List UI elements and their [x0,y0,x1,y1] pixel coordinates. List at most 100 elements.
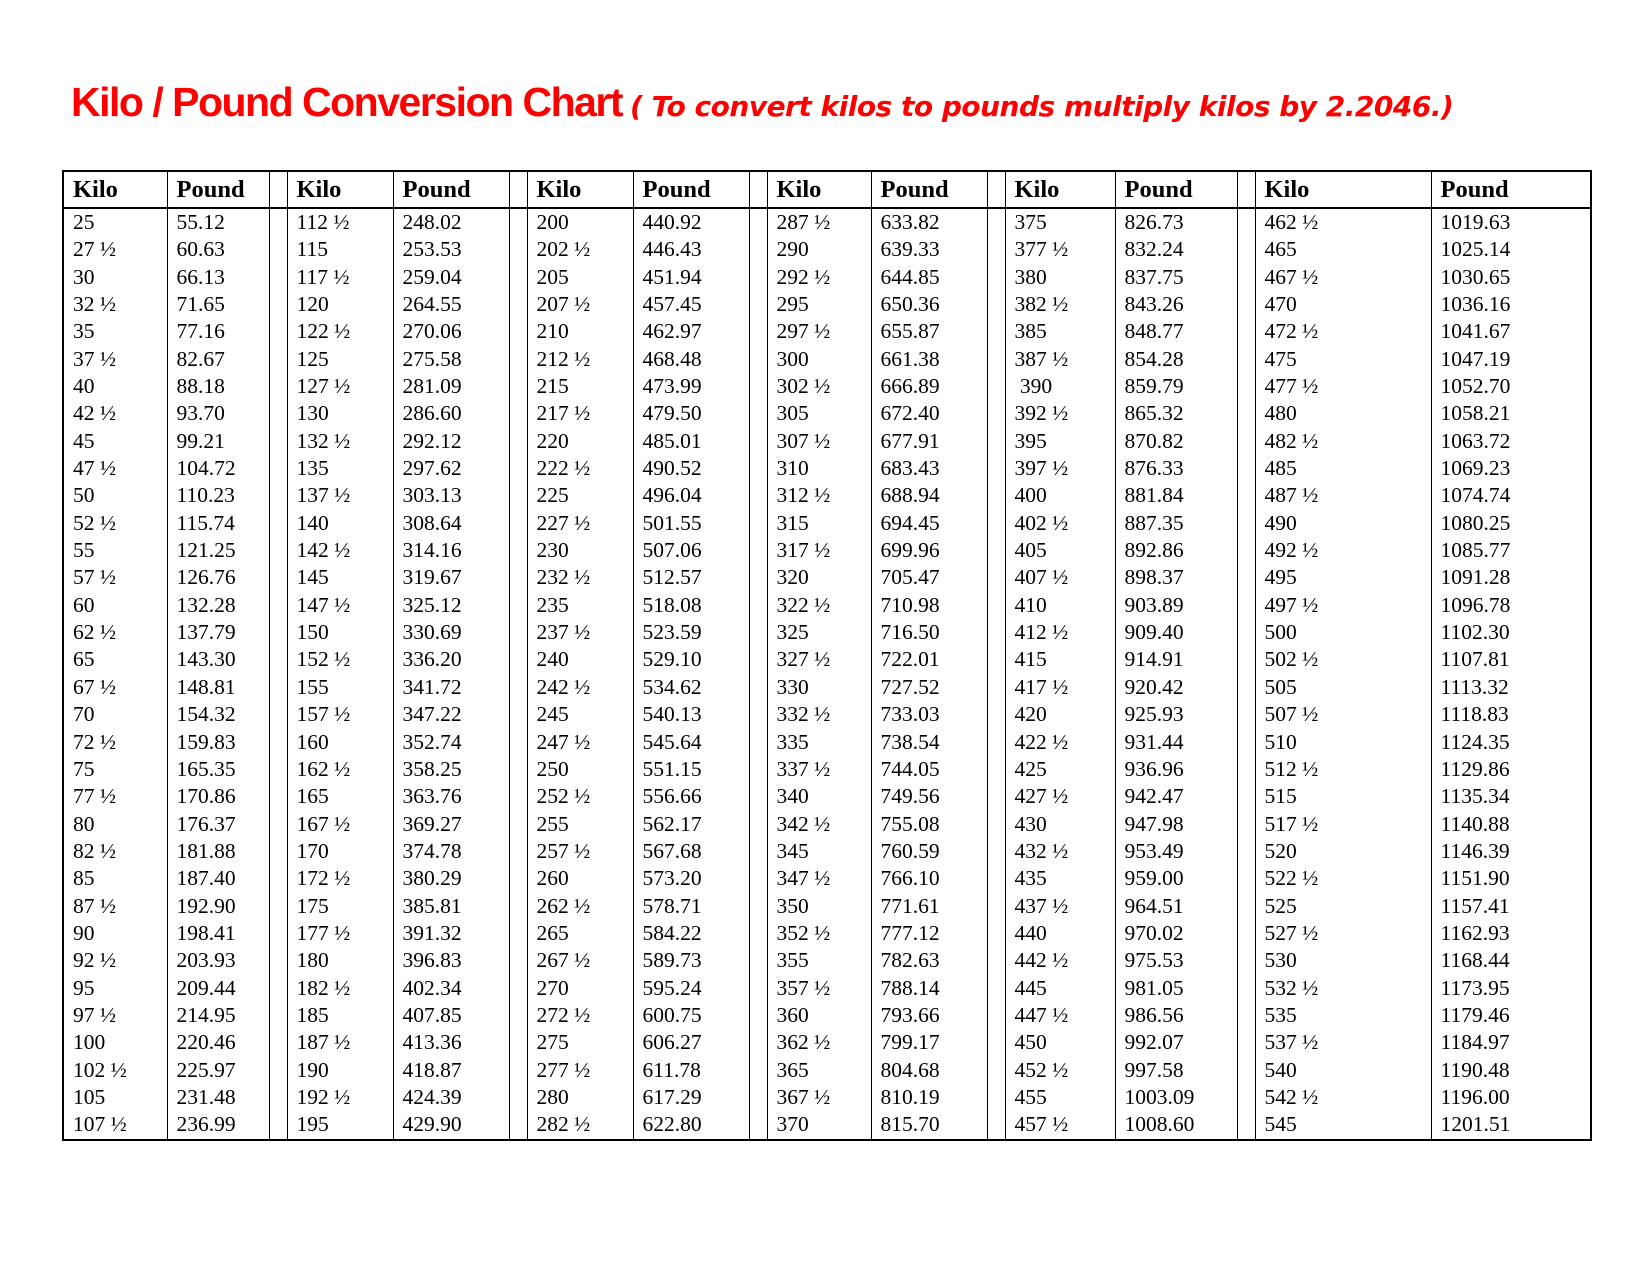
kilo-cell: 367 ½ [766,1083,872,1112]
pound-cell: 931.44 [1114,728,1238,756]
kilo-cell: 192 ½ [286,1083,394,1112]
kilo-cell: 142 ½ [286,537,394,565]
separator-cell [268,509,288,538]
pound-cell: 744.05 [870,755,988,784]
separator-cell [986,619,1006,647]
kilo-cell: 295 [766,290,872,319]
kilo-cell: 347 ½ [766,865,872,893]
kilo-cell: 147 ½ [286,591,394,620]
kilo-cell: 240 [526,646,634,674]
pound-cell: 121.25 [166,537,270,565]
separator-cell [748,783,768,811]
pound-cell: 688.94 [870,482,988,510]
pound-cell: 203.93 [166,947,270,975]
kilo-cell: 407 ½ [1004,564,1116,592]
kilo-cell: 75 [62,755,168,784]
separator-cell [986,974,1006,1002]
kilo-cell: 105 [62,1083,168,1112]
pound-cell: 1157.41 [1430,892,1592,920]
kilo-cell: 300 [766,345,872,374]
kilo-cell: 397 ½ [1004,455,1116,483]
pound-cell: 468.48 [632,345,750,374]
pound-cell: 225.97 [166,1056,270,1084]
separator-cell [268,482,288,510]
pound-cell: 369.27 [392,810,510,838]
kilo-cell: 400 [1004,482,1116,510]
table-row: 77 ½ 170.86 165 363.76 252 ½ 556.66 340 749.56 4… [62,783,1592,811]
separator-cell [748,865,768,893]
separator-cell [1236,455,1256,483]
pound-cell: 490.52 [632,455,750,483]
kilo-cell: 307 ½ [766,427,872,456]
kilo-cell: 267 ½ [526,947,634,975]
kilo-cell: 137 ½ [286,482,394,510]
pound-cell: 611.78 [632,1056,750,1084]
pound-cell: 970.02 [1114,919,1238,948]
kilo-cell: 37 ½ [62,345,168,374]
kilo-cell: 175 [286,892,394,920]
pound-cell: 589.73 [632,947,750,975]
pound-cell: 1151.90 [1430,865,1592,893]
pound-cell: 755.08 [870,810,988,838]
separator-cell [268,1083,288,1112]
pound-cell: 870.82 [1114,427,1238,456]
pound-cell: 733.03 [870,701,988,729]
kilo-cell: 85 [62,865,168,893]
kilo-cell: 545 [1254,1111,1432,1140]
kilo-cell: 65 [62,646,168,674]
kilo-cell: 172 ½ [286,865,394,893]
separator-cell [508,290,528,319]
pound-cell: 892.86 [1114,537,1238,565]
kilo-cell: 280 [526,1083,634,1112]
separator-cell [508,564,528,592]
pound-cell: 655.87 [870,318,988,346]
separator-cell [748,509,768,538]
header-kilo-cell: Kilo [766,171,872,209]
pound-cell: 1019.63 [1430,208,1592,237]
kilo-cell: 502 ½ [1254,646,1432,674]
kilo-cell: 167 ½ [286,810,394,838]
kilo-cell: 177 ½ [286,919,394,948]
table-row: 85 187.40 172 ½ 380.29 260 573.20 347 ½ 766.10 4… [62,865,1592,893]
pound-cell: 451.94 [632,263,750,291]
pound-cell: 1036.16 [1430,290,1592,319]
separator-cell [1236,783,1256,811]
kilo-cell: 542 ½ [1254,1083,1432,1112]
kilo-cell: 145 [286,564,394,592]
separator-cell [508,619,528,647]
table-row: 102 ½ 225.97 190 418.87 277 ½ 611.78 365 804.68… [62,1056,1592,1084]
kilo-cell: 430 [1004,810,1116,838]
pound-cell: 507.06 [632,537,750,565]
separator-cell [1236,892,1256,920]
table-row: 40 88.18 127 ½ 281.09 215 473.99 302 ½ 666.89 3… [62,373,1592,401]
kilo-cell: 180 [286,947,394,975]
separator-cell [508,482,528,510]
separator-cell [748,646,768,674]
separator-cell [748,591,768,620]
kilo-cell: 120 [286,290,394,319]
table-row: 100 220.46 187 ½ 413.36 275 606.27 362 ½ 799.17… [62,1029,1592,1057]
pound-cell: 887.35 [1114,509,1238,538]
pound-cell: 666.89 [870,373,988,401]
pound-cell: 429.90 [392,1111,510,1140]
kilo-cell: 272 ½ [526,1001,634,1030]
separator-cell [1236,400,1256,428]
separator-cell [268,1111,288,1140]
separator-cell [268,974,288,1002]
pound-cell: 562.17 [632,810,750,838]
kilo-cell: 97 ½ [62,1001,168,1030]
separator-cell [268,591,288,620]
separator-cell [1236,373,1256,401]
kilo-cell: 62 ½ [62,619,168,647]
separator-cell [748,1111,768,1140]
kilo-cell: 350 [766,892,872,920]
pound-cell: 99.21 [166,427,270,456]
separator-cell [268,728,288,756]
separator-cell [508,1029,528,1057]
pound-cell: 881.84 [1114,482,1238,510]
table-row: 25 55.12 112 ½ 248.02 200 440.92 287 ½ 633.82 37… [62,208,1592,237]
kilo-cell: 70 [62,701,168,729]
kilo-cell: 447 ½ [1004,1001,1116,1030]
pound-cell: 540.13 [632,701,750,729]
pound-cell: 644.85 [870,263,988,291]
